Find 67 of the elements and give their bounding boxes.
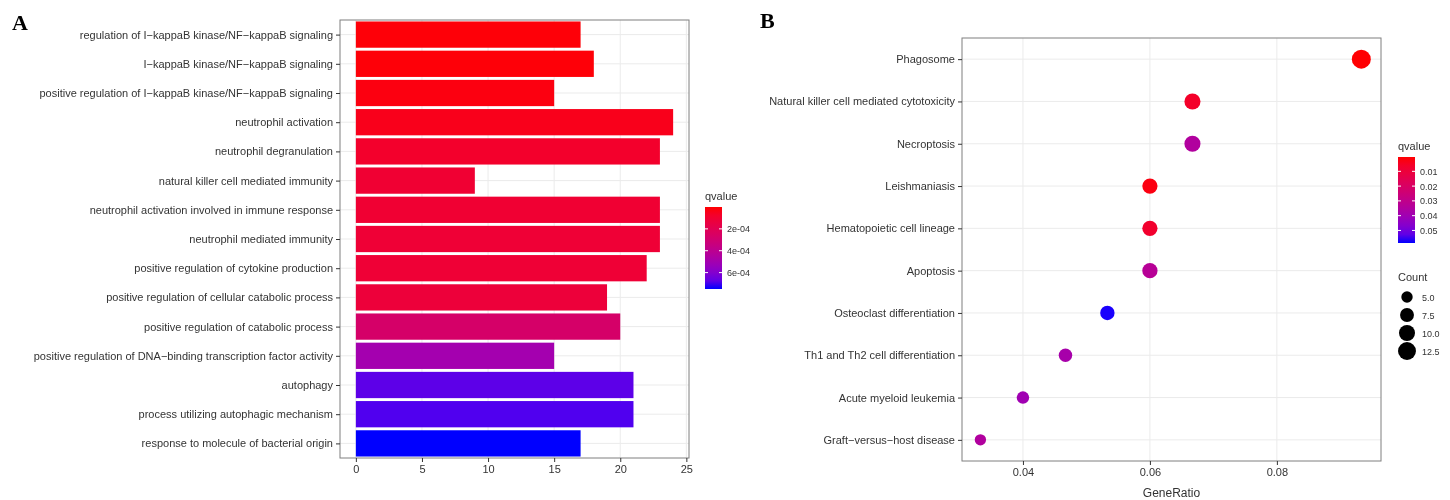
legend-title: Count [1398,271,1428,283]
y-tick-label: positive regulation of DNA−binding transcription factor activity [33,349,334,362]
y-tick-label: positive regulation of cellular catabolic process [106,291,334,304]
y-tick-label: neutrophil degranulation [214,145,333,158]
y-tick-label: neutrophil activation [235,116,333,129]
color-bar-title: qvalue [705,190,738,202]
bar [355,167,475,194]
bar [355,284,608,311]
bar [355,401,634,428]
legend-label: 5.0 [1422,292,1435,303]
color-bar-label: 0.03 [1420,196,1438,207]
y-tick-label: Th1 and Th2 cell differentiation [804,349,955,362]
y-tick-label: response to molecule of bacterial origin [141,437,333,450]
y-tick-label: Natural killer cell mediated cytotoxicity [769,95,956,108]
legend-label: 7.5 [1422,310,1435,321]
bar [355,196,660,223]
y-tick-label: positive regulation of cytokine production [134,262,333,275]
text: A [12,10,28,35]
x-tick-label: 10 [482,462,495,475]
bar [355,79,555,107]
y-tick-label: process utilizing autophagic mechanism [138,408,333,421]
x-tick-label: 15 [548,462,561,475]
color-bar-label: 6e-04 [727,268,751,279]
legend-label: 10.0 [1422,328,1440,339]
y-tick-label: autophagy [281,379,334,392]
y-tick-label: positive regulation of I−kappaB kinase/NF−kappaB signaling [39,87,333,100]
x-tick-label: 0 [353,462,360,475]
color-bar-label: 0.01 [1420,166,1438,177]
bar [355,138,660,165]
y-tick-label: Acute myeloid leukemia [838,391,956,404]
y-tick-label: I−kappaB kinase/NF−kappaB signaling [143,57,333,70]
bar [355,313,621,340]
x-tick-label: 0.08 [1266,465,1289,478]
color-bar-label: 0.04 [1420,211,1438,222]
bar [355,109,674,136]
legend-label: 12.5 [1422,346,1440,357]
bar [355,255,647,282]
y-tick-label: Osteoclast differentiation [834,306,955,319]
y-tick-label: Leishmaniasis [885,180,956,193]
y-tick-label: neutrophil mediated immunity [189,233,334,246]
y-tick-label: Graft−versus−host disease [823,433,955,446]
y-tick-label: Phagosome [896,53,955,66]
color-bar-label: 2e-04 [727,224,751,235]
x-tick-label: 0.04 [1012,465,1035,478]
color-bar-label: 4e-04 [727,246,751,257]
x-tick-label: 5 [419,462,426,475]
x-axis-title: GeneRatio [1142,486,1201,500]
color-bar-label: 0.05 [1420,225,1438,236]
y-tick-label: natural killer cell mediated immunity [158,174,334,187]
bar [355,21,581,48]
y-tick-label: neutrophil activation involved in immune response [89,203,333,216]
bar [355,371,634,399]
y-tick-label: positive regulation of catabolic process [144,320,334,333]
text: B [760,8,775,33]
color-bar-title: qvalue [1398,140,1431,152]
bar [355,342,555,369]
y-tick-label: Hematopoietic cell lineage [826,222,955,235]
bar [355,50,594,77]
x-tick-label: 25 [680,462,693,475]
x-tick-label: 20 [614,462,627,475]
x-tick-label: 0.06 [1139,465,1162,478]
y-tick-label: Necroptosis [896,137,956,150]
bar [355,430,581,457]
y-tick-label: regulation of I−kappaB kinase/NF−kappaB signaling [79,28,333,41]
y-tick-label: Apoptosis [906,264,956,277]
color-bar-label: 0.02 [1420,181,1438,192]
bar [355,225,660,253]
